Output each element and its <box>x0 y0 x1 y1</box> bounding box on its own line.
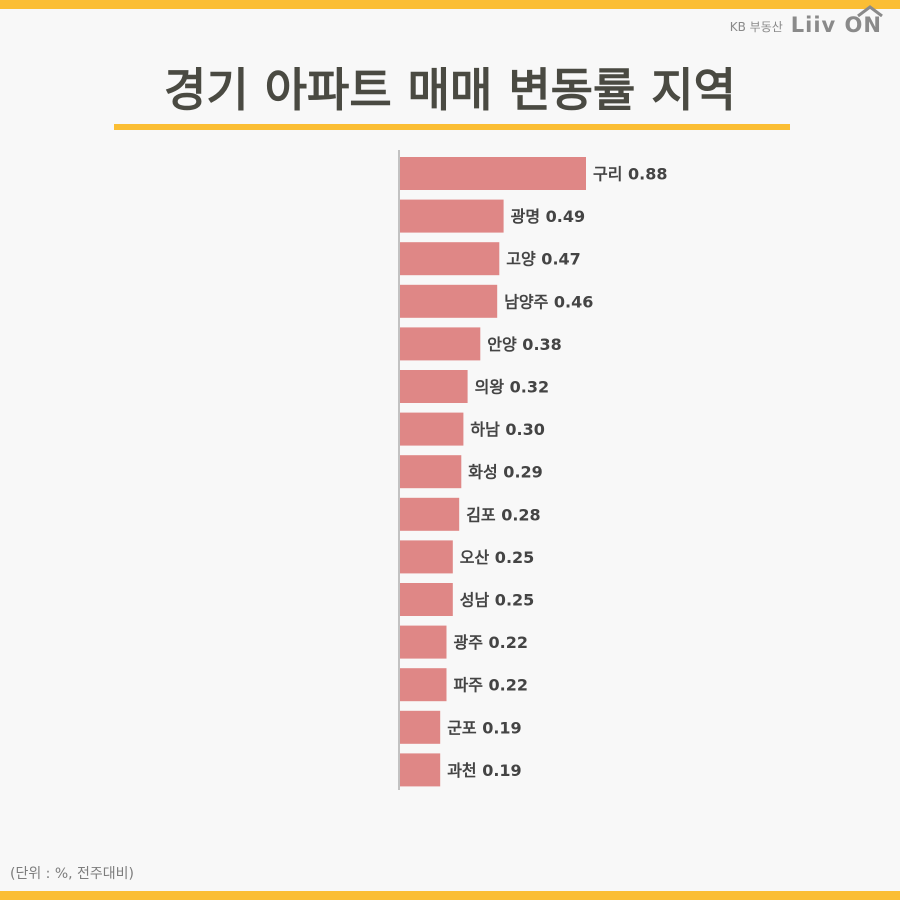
liiv-on-logo: Liiv ON <box>790 5 883 37</box>
bar-9 <box>400 497 460 531</box>
bar-label-8: 화성 0.29 <box>468 463 543 482</box>
page-title: 경기 아파트 매매 변동률 지역 <box>164 63 736 117</box>
bar-label-4: 남양주 0.46 <box>504 292 593 311</box>
house-roof-icon <box>857 5 883 17</box>
bar-label-3: 고양 0.47 <box>506 250 581 269</box>
brand-logo: KB 부동산 Liiv ON <box>729 5 883 37</box>
bar-10 <box>400 540 453 574</box>
bar-8 <box>400 455 462 489</box>
bar-label-2: 광명 0.49 <box>511 207 585 226</box>
bar-6 <box>400 370 468 403</box>
bar-14 <box>400 710 441 744</box>
bar-15 <box>400 753 441 787</box>
bar-label-11: 성남 0.25 <box>460 591 535 610</box>
title-underline <box>114 124 790 130</box>
brand-kb-text: KB 부동산 <box>729 20 783 34</box>
bar-label-5: 안양 0.38 <box>487 335 562 354</box>
top-accent-band <box>0 0 900 9</box>
bar-12 <box>400 625 447 659</box>
bar-label-13: 파주 0.22 <box>454 676 529 695</box>
bar-label-1: 구리 0.88 <box>593 165 668 184</box>
bar-label-10: 오산 0.25 <box>460 548 535 567</box>
bar-label-12: 광주 0.22 <box>454 633 529 652</box>
bar-13 <box>400 668 447 702</box>
bar-3 <box>400 242 500 276</box>
bar-2 <box>400 199 504 233</box>
bar-7 <box>400 412 464 446</box>
bar-label-9: 김포 0.28 <box>466 505 541 524</box>
bar-5 <box>400 327 481 361</box>
bar-11 <box>400 583 453 616</box>
bar-label-14: 군포 0.19 <box>447 718 522 737</box>
unit-note: (단위 : %, 전주대비) <box>10 866 135 882</box>
bar-1 <box>400 157 586 190</box>
bar-label-7: 하남 0.30 <box>470 420 545 439</box>
bar-4 <box>400 284 498 318</box>
bar-label-15: 과천 0.19 <box>447 761 522 780</box>
bar-label-6: 의왕 0.32 <box>475 378 549 397</box>
bottom-accent-band <box>0 891 900 900</box>
liiv-on-logo-text: Liiv ON <box>790 13 882 37</box>
